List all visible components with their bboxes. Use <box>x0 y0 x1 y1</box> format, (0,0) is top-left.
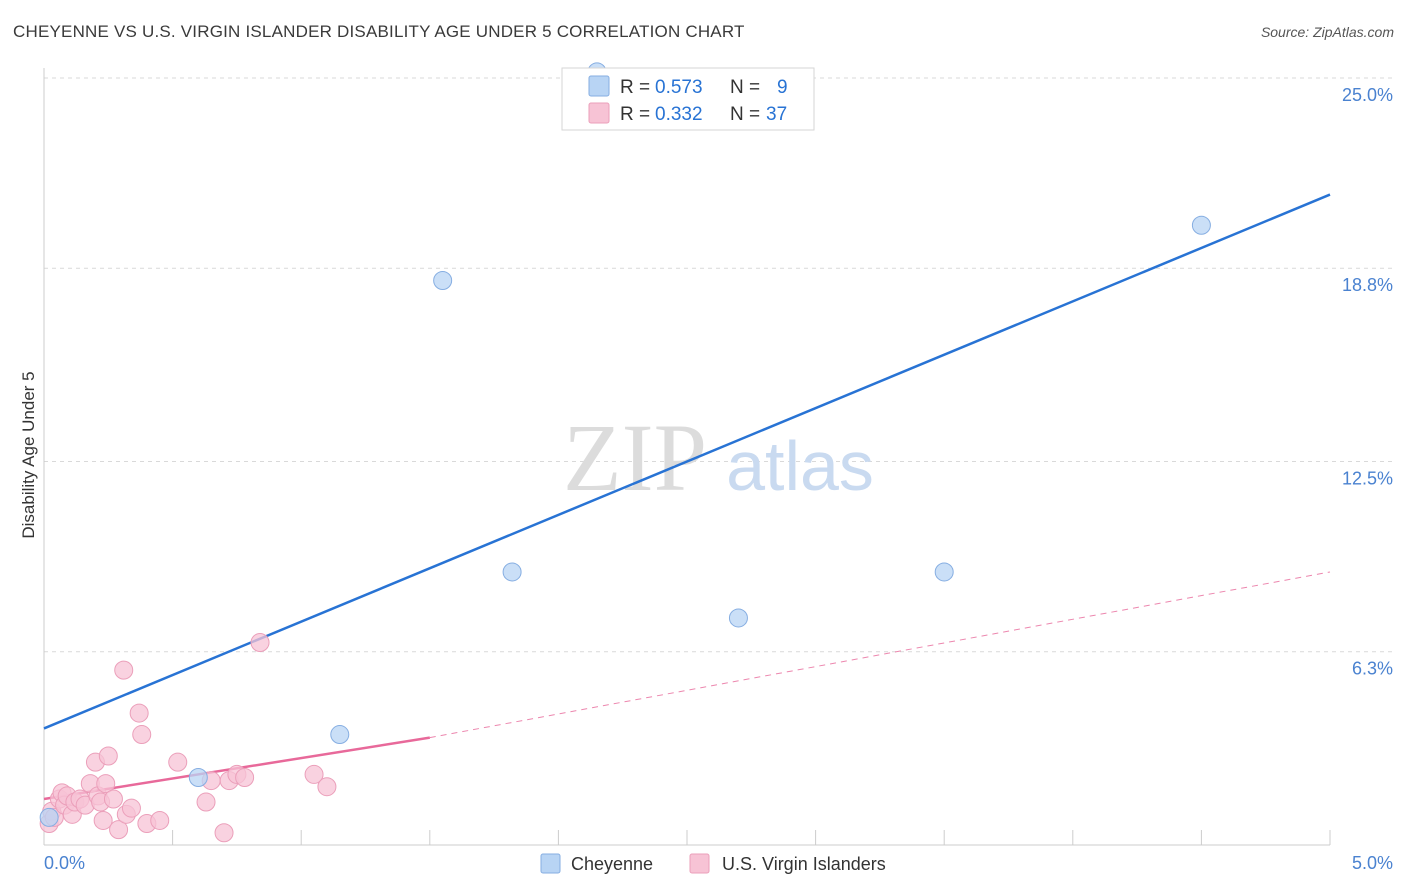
data-point-pink <box>93 810 113 830</box>
data-point-blue <box>1191 215 1211 235</box>
data-point-pink <box>317 777 337 797</box>
grid-layer <box>44 77 1393 653</box>
data-point-pink <box>304 764 324 784</box>
data-points <box>39 62 1211 843</box>
legend-n-value: 37 <box>766 104 787 125</box>
data-point-blue <box>433 270 453 290</box>
bottom-legend-swatch-cheyenne <box>540 853 561 874</box>
data-point-pink <box>132 725 152 745</box>
data-point-pink <box>96 774 116 794</box>
data-point-pink <box>214 823 234 843</box>
data-point-pink <box>114 660 134 680</box>
data-point-pink <box>168 752 188 772</box>
data-point-pink <box>129 703 149 723</box>
data-point-blue <box>934 562 954 582</box>
data-point-pink <box>109 820 129 840</box>
legend-r-label: R = <box>620 77 650 98</box>
y-tick-label: 6.3% <box>1352 659 1393 679</box>
watermark-atlas: atlas <box>726 427 874 505</box>
data-point-blue <box>39 807 59 827</box>
axes-layer: 6.3% 12.5% 18.8% 25.0% <box>43 68 1393 846</box>
data-point-pink <box>98 746 118 766</box>
data-point-blue <box>728 608 748 628</box>
legend-r-value: 0.573 <box>655 77 703 98</box>
bottom-legend: Cheyenne U.S. Virgin Islanders <box>540 853 886 874</box>
data-point-blue <box>188 768 208 788</box>
chart-title: CHEYENNE VS U.S. VIRGIN ISLANDER DISABIL… <box>13 22 745 41</box>
watermark-zip: ZIP <box>563 404 707 511</box>
data-point-pink <box>235 768 255 788</box>
legend-swatch-cheyenne <box>588 75 610 97</box>
data-point-pink <box>196 792 216 812</box>
legend-n-label: N = <box>730 77 760 98</box>
top-legend: R = 0.573 N = 9 R = 0.332 N = 37 <box>561 67 815 131</box>
data-point-pink <box>121 798 141 818</box>
x-tick-label: 5.0% <box>1352 853 1393 873</box>
y-axis-label: Disability Age Under 5 <box>19 371 38 538</box>
data-point-pink <box>103 789 123 809</box>
trend-line-extension <box>429 571 1331 739</box>
legend-n-value: 9 <box>777 77 788 98</box>
data-point-blue <box>330 725 350 745</box>
legend-r-value: 0.332 <box>655 104 703 125</box>
data-point-pink <box>150 810 170 830</box>
bottom-legend-label-cheyenne: Cheyenne <box>571 854 653 874</box>
data-point-blue <box>502 562 522 582</box>
bottom-legend-label-virgin-islanders: U.S. Virgin Islanders <box>722 854 886 874</box>
x-tick-label: 0.0% <box>44 853 85 873</box>
y-tick-label: 12.5% <box>1342 469 1393 489</box>
y-tick-label: 25.0% <box>1342 85 1393 105</box>
y-tick-label: 18.8% <box>1342 275 1393 295</box>
data-point-pink <box>250 633 270 653</box>
watermark: ZIP atlas <box>563 404 874 511</box>
legend-swatch-virgin-islanders <box>588 102 610 124</box>
legend-n-label: N = <box>730 104 760 125</box>
legend-r-label: R = <box>620 104 650 125</box>
bottom-legend-swatch-virgin-islanders <box>689 853 710 874</box>
source-label: Source: ZipAtlas.com <box>1260 24 1394 40</box>
